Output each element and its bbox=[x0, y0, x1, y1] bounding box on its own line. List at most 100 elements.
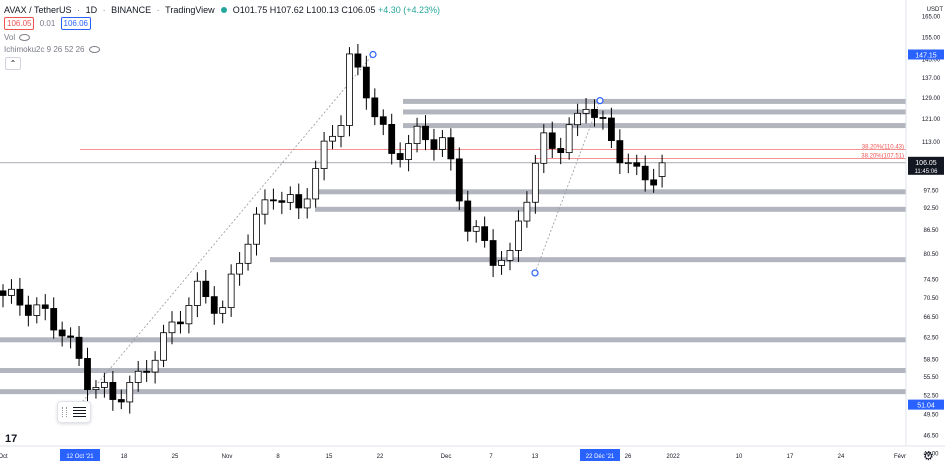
candle-body bbox=[523, 201, 531, 222]
candle-body bbox=[371, 97, 379, 118]
sr-zone bbox=[315, 189, 906, 195]
time-tick-label: 15 bbox=[326, 454, 333, 460]
candle-body bbox=[75, 336, 83, 359]
time-tick-label: 7 bbox=[489, 454, 493, 460]
candle-body bbox=[540, 132, 548, 164]
candle-body bbox=[354, 53, 362, 68]
candle-body bbox=[616, 140, 624, 164]
eye-icon[interactable] bbox=[19, 34, 31, 42]
tradingview-logo-icon[interactable]: 17 bbox=[5, 433, 18, 445]
candle-body bbox=[202, 280, 210, 298]
time-tick-label: 22 bbox=[377, 454, 384, 460]
candle-body bbox=[633, 162, 641, 167]
candle-body bbox=[565, 124, 573, 154]
candle-body bbox=[574, 112, 581, 126]
object-tree-icon[interactable] bbox=[73, 407, 86, 417]
gear-icon[interactable]: ⚙ bbox=[923, 449, 934, 463]
candle-body bbox=[168, 321, 176, 334]
price-tick-label: 74.50 bbox=[923, 278, 939, 284]
time-tick-label: 8 bbox=[276, 454, 280, 460]
candle-body bbox=[379, 116, 387, 125]
high-price-label: 147.15 bbox=[915, 53, 937, 60]
price-tick-label: 165.00 bbox=[922, 15, 941, 21]
candle-body bbox=[126, 382, 134, 403]
fib-label: 38.20%(110.43) bbox=[862, 144, 904, 150]
candle-body bbox=[455, 158, 463, 202]
price-tick-label: 58.50 bbox=[923, 358, 939, 364]
candle-body bbox=[396, 153, 404, 160]
bid-box[interactable]: 106.05 bbox=[4, 17, 35, 30]
current-price-label-bg bbox=[908, 156, 944, 175]
candle-body bbox=[261, 199, 269, 215]
time-tick-label: 18 bbox=[121, 454, 128, 460]
time-tick-label: Oct bbox=[0, 454, 8, 460]
price-tick-label: 46.50 bbox=[923, 433, 939, 439]
candle-body bbox=[92, 387, 100, 390]
time-tick-label: 17 bbox=[787, 454, 794, 460]
eye-icon[interactable] bbox=[88, 46, 100, 54]
candle-body bbox=[50, 308, 58, 331]
swing-point-marker bbox=[531, 269, 539, 277]
exchange-label: BINANCE bbox=[111, 4, 152, 15]
candle-body bbox=[531, 162, 539, 203]
time-tick-label: Févr bbox=[894, 454, 906, 460]
price-tick-label: 62.50 bbox=[923, 336, 939, 342]
candle-body bbox=[481, 226, 489, 241]
candle-body bbox=[498, 259, 505, 266]
candle-body bbox=[515, 220, 522, 251]
ask-box[interactable]: 106.06 bbox=[60, 17, 91, 30]
candle-body bbox=[295, 194, 303, 209]
low-price-label-bg bbox=[908, 399, 944, 410]
time-tick-label: Nov bbox=[222, 454, 233, 460]
time-tick-label: 10 bbox=[736, 454, 743, 460]
symbol-title[interactable]: AVAX / TetherUS bbox=[4, 4, 72, 15]
sr-zone bbox=[270, 257, 906, 263]
candle-body bbox=[464, 200, 472, 232]
price-tick-label: 52.50 bbox=[923, 393, 939, 399]
candle-body bbox=[591, 108, 598, 118]
change-value: +4.30 (+4.23%) bbox=[377, 4, 440, 15]
candle-body bbox=[67, 335, 74, 338]
ichimoku-indicator-label[interactable]: Ichimoku2c 9 26 52 26 bbox=[4, 45, 100, 54]
candle-body bbox=[608, 117, 615, 142]
swing-point-marker bbox=[369, 50, 377, 59]
trend-line bbox=[534, 100, 601, 274]
candle-body bbox=[41, 304, 49, 309]
trend-line bbox=[79, 54, 374, 405]
volume-indicator-label[interactable]: Vol bbox=[4, 33, 31, 42]
candle-body bbox=[557, 148, 565, 154]
candle-body bbox=[337, 125, 345, 137]
countdown-timer-label: 11:45:06 bbox=[915, 169, 939, 175]
candle-body bbox=[303, 198, 311, 209]
high-price-label-bg bbox=[908, 49, 944, 60]
time-tick-label: 2022 bbox=[666, 454, 680, 460]
price-axis-currency: USDT bbox=[927, 7, 944, 13]
low-value: 100.13 bbox=[311, 4, 339, 15]
candle-body bbox=[24, 304, 32, 316]
drawing-toolbar-handle[interactable] bbox=[57, 401, 91, 423]
candle-body bbox=[193, 280, 201, 306]
drag-handle-icon[interactable] bbox=[62, 407, 67, 417]
candle-body bbox=[33, 304, 41, 316]
candle-body bbox=[151, 359, 159, 373]
sr-zone bbox=[315, 206, 906, 212]
time-tick-label: Dec bbox=[441, 454, 452, 460]
sr-zone bbox=[0, 337, 906, 343]
interval-label[interactable]: 1D bbox=[85, 4, 98, 15]
sr-zone bbox=[0, 368, 906, 374]
price-tick-label: 49.50 bbox=[923, 413, 939, 419]
price-tick-label: 86.50 bbox=[923, 228, 939, 234]
candle-body bbox=[362, 66, 370, 99]
candle-body bbox=[388, 124, 396, 154]
candle-body bbox=[438, 137, 446, 150]
sr-zone bbox=[403, 109, 906, 115]
candle-body bbox=[548, 132, 556, 149]
chevron-up-icon[interactable]: ⌃ bbox=[5, 57, 21, 70]
swing-point-marker bbox=[596, 97, 604, 105]
candle-body bbox=[109, 381, 117, 400]
candle-body bbox=[58, 329, 66, 337]
price-tick-label: 137.00 bbox=[922, 76, 941, 82]
candle-body bbox=[269, 199, 277, 202]
price-tick-label: 155.00 bbox=[922, 35, 941, 41]
